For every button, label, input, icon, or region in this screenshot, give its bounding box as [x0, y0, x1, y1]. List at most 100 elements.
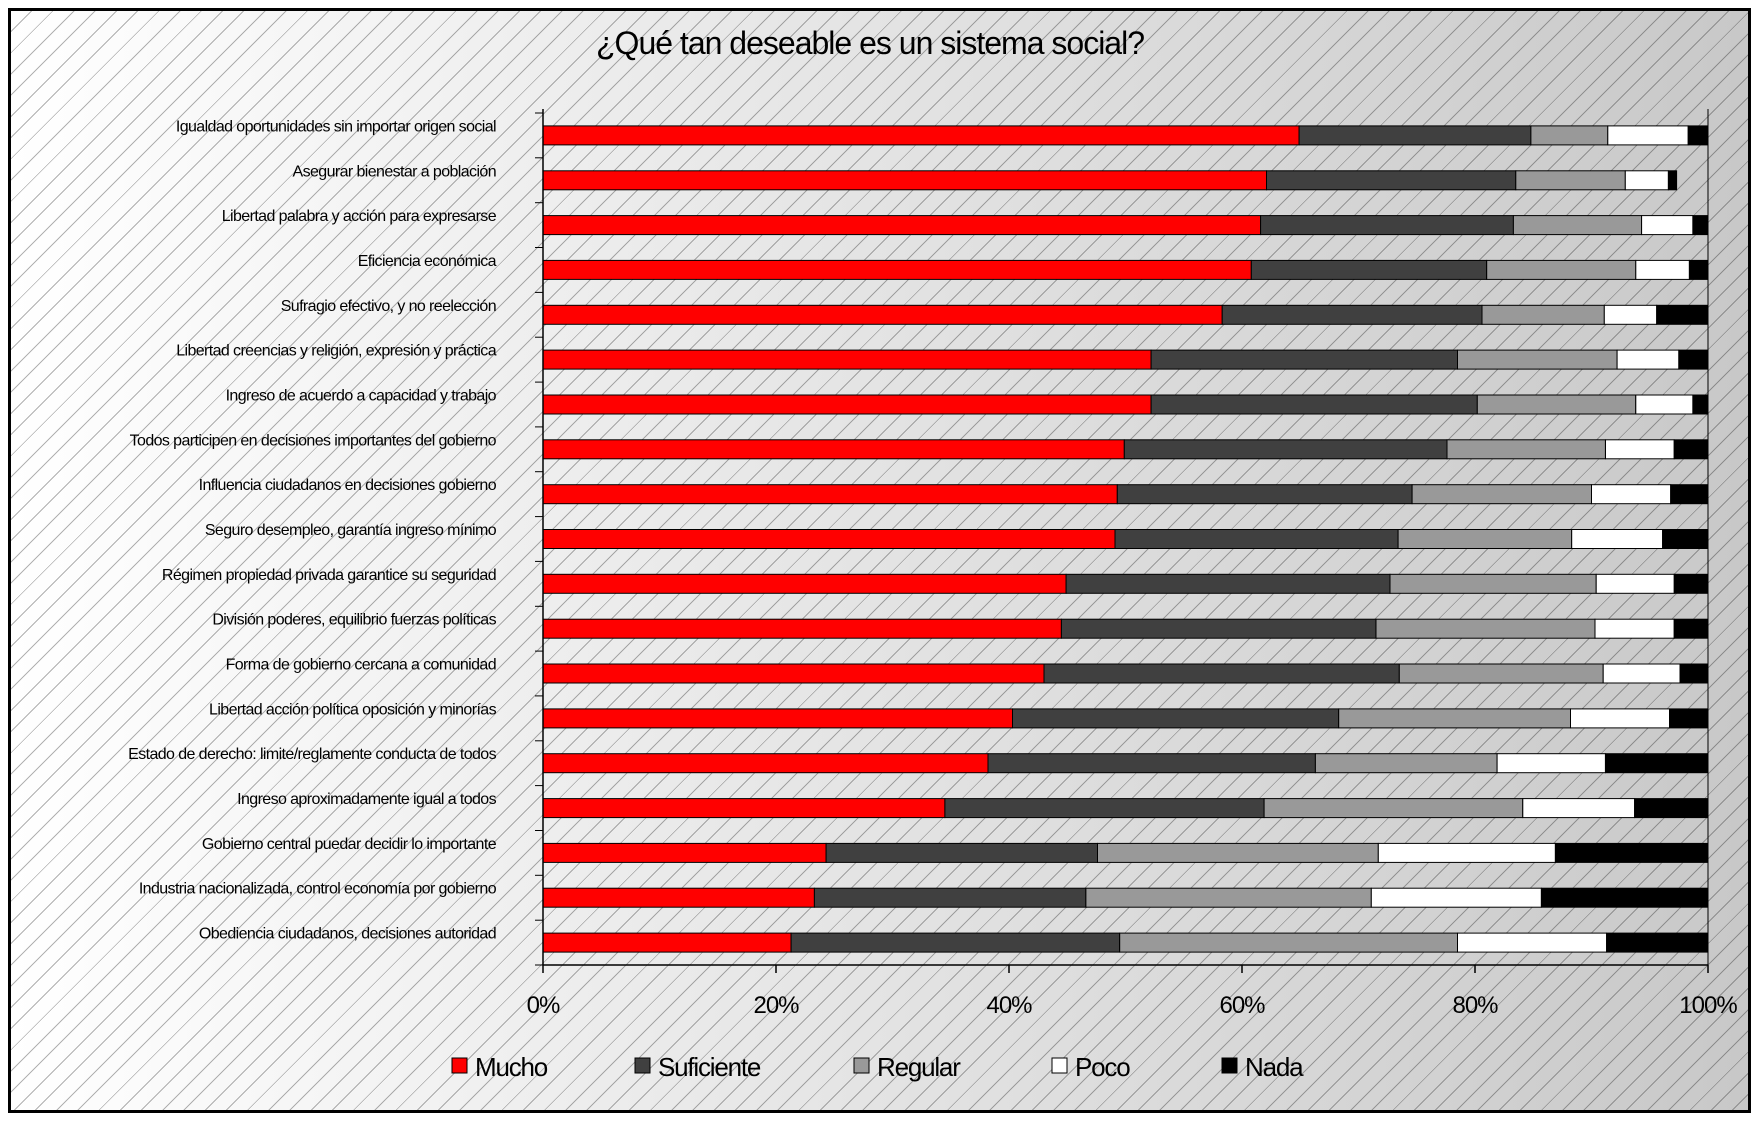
bar-segment-nada-8 [1670, 484, 1709, 505]
bar-segment-regular-4 [1481, 304, 1605, 325]
category-label: Sufragio efectivo, y no reelección [281, 298, 496, 315]
bar-segment-poco-7 [1605, 439, 1675, 460]
legend-swatch-poco [1051, 1057, 1068, 1074]
bar-segment-suficiente-11 [1060, 618, 1377, 639]
category-label: Industria nacionalizada, control economí… [139, 881, 497, 898]
bar-segment-regular-8 [1411, 484, 1592, 505]
bar-segment-regular-10 [1389, 573, 1597, 594]
bar-segment-suficiente-17 [813, 887, 1087, 908]
category-label: Libertad acción política oposición y min… [209, 701, 497, 718]
bar-segment-mucho-16 [542, 842, 827, 863]
bar-segment-regular-0 [1530, 125, 1609, 146]
legend-swatch-regular [853, 1057, 870, 1074]
category-label: Influencia ciudadanos en decisiones gobi… [199, 477, 497, 494]
bar-segment-poco-18 [1457, 932, 1608, 953]
bar-segment-nada-18 [1606, 932, 1709, 953]
bar-segment-mucho-1 [542, 170, 1267, 191]
bar-segment-suficiente-14 [987, 753, 1316, 774]
bar-segment-poco-15 [1522, 798, 1636, 819]
bar-segment-regular-9 [1397, 529, 1573, 549]
bar-segment-nada-1 [1667, 170, 1678, 191]
bar-segment-suficiente-9 [1114, 529, 1399, 549]
bar-segment-regular-3 [1486, 259, 1637, 280]
bar-segment-suficiente-12 [1043, 663, 1400, 684]
category-label: Asegurar bienestar a población [293, 163, 496, 180]
bar-segment-mucho-0 [542, 125, 1300, 146]
bar-segment-nada-2 [1692, 215, 1709, 236]
bar-segment-mucho-3 [542, 259, 1252, 280]
category-label: Seguro desempleo, garantía ingreso mínim… [205, 522, 497, 539]
bar-segment-poco-8 [1591, 484, 1672, 505]
bar-segment-nada-16 [1554, 842, 1709, 863]
bar-segment-suficiente-6 [1150, 394, 1478, 415]
bar-segment-nada-0 [1687, 125, 1709, 146]
bar-segment-mucho-5 [542, 349, 1152, 370]
bar-segment-nada-13 [1669, 708, 1709, 729]
bar-segment-regular-12 [1398, 663, 1604, 684]
bar-segment-poco-3 [1635, 259, 1690, 280]
bar-segment-mucho-12 [542, 663, 1045, 684]
bar-segment-regular-6 [1476, 394, 1637, 415]
bar-segment-suficiente-0 [1298, 125, 1532, 146]
x-tick-label: 60% [1219, 992, 1265, 1019]
category-label: Eficiencia económica [358, 253, 497, 270]
bar-segment-mucho-7 [542, 439, 1125, 460]
x-tick-label: 20% [753, 992, 799, 1019]
bar-segment-mucho-2 [542, 215, 1262, 236]
legend-swatch-mucho [451, 1057, 468, 1074]
legend-swatch-suficiente [634, 1057, 651, 1074]
category-label: Ingreso aproximadamente igual a todos [237, 791, 496, 808]
bar-segment-mucho-13 [542, 708, 1013, 729]
bar-segment-suficiente-2 [1260, 215, 1514, 236]
bar-segment-poco-10 [1595, 573, 1675, 594]
legend-swatch-nada [1221, 1057, 1238, 1074]
chart-frame [8, 8, 1751, 1113]
category-label: Libertad palabra y acción para expresars… [222, 208, 497, 225]
bar-segment-mucho-6 [542, 394, 1152, 415]
bar-segment-poco-16 [1377, 842, 1556, 863]
bar-segment-mucho-10 [542, 573, 1067, 594]
x-tick-label: 40% [986, 992, 1032, 1019]
bar-segment-suficiente-15 [944, 798, 1265, 819]
bar-segment-poco-2 [1641, 215, 1694, 236]
bar-segment-mucho-9 [542, 529, 1116, 549]
bar-segment-nada-3 [1688, 259, 1709, 280]
bar-segment-nada-14 [1605, 753, 1709, 774]
bar-segment-poco-9 [1571, 529, 1664, 549]
bar-segment-regular-2 [1512, 215, 1643, 236]
bar-segment-regular-14 [1314, 753, 1498, 774]
bar-segment-regular-16 [1097, 842, 1379, 863]
bar-segment-suficiente-5 [1150, 349, 1458, 370]
bar-segment-suficiente-4 [1221, 304, 1483, 325]
bar-segment-mucho-8 [542, 484, 1118, 505]
bar-segment-poco-17 [1370, 887, 1542, 908]
bar-segment-poco-11 [1594, 618, 1675, 639]
bar-segment-regular-15 [1263, 798, 1524, 819]
category-label: Todos participen en decisiones important… [130, 432, 497, 449]
bar-segment-poco-12 [1602, 663, 1681, 684]
bar-segment-nada-6 [1692, 394, 1709, 415]
bar-segment-regular-11 [1375, 618, 1596, 639]
category-label: División poderes, equilibrio fuerzas pol… [212, 612, 496, 629]
bar-segment-suficiente-1 [1266, 170, 1517, 191]
x-tick-label: 0% [527, 992, 560, 1019]
category-label: Igualdad oportunidades sin importar orig… [176, 118, 496, 135]
x-tick-label: 100% [1679, 992, 1737, 1019]
bar-segment-poco-14 [1496, 753, 1606, 774]
bar-segment-poco-6 [1635, 394, 1694, 415]
category-label: Libertad creencias y religión, expresión… [176, 343, 497, 360]
bar-segment-suficiente-16 [825, 842, 1098, 863]
bar-segment-regular-7 [1446, 439, 1606, 460]
category-label: Forma de gobierno cercana a comunidad [226, 657, 496, 674]
bar-segment-mucho-17 [542, 887, 815, 908]
bar-segment-nada-15 [1634, 798, 1709, 819]
bar-segment-mucho-4 [542, 304, 1223, 325]
bar-segment-nada-4 [1656, 304, 1709, 325]
bar-segment-suficiente-8 [1116, 484, 1413, 505]
plot-area: Igualdad oportunidades sin importar orig… [128, 109, 1738, 1019]
bar-segment-suficiente-3 [1250, 259, 1488, 280]
category-label: Ingreso de acuerdo a capacidad y trabajo [226, 388, 497, 405]
bar-segment-regular-5 [1457, 349, 1618, 370]
category-label: Obediencia ciudadanos, decisiones autori… [199, 926, 496, 943]
